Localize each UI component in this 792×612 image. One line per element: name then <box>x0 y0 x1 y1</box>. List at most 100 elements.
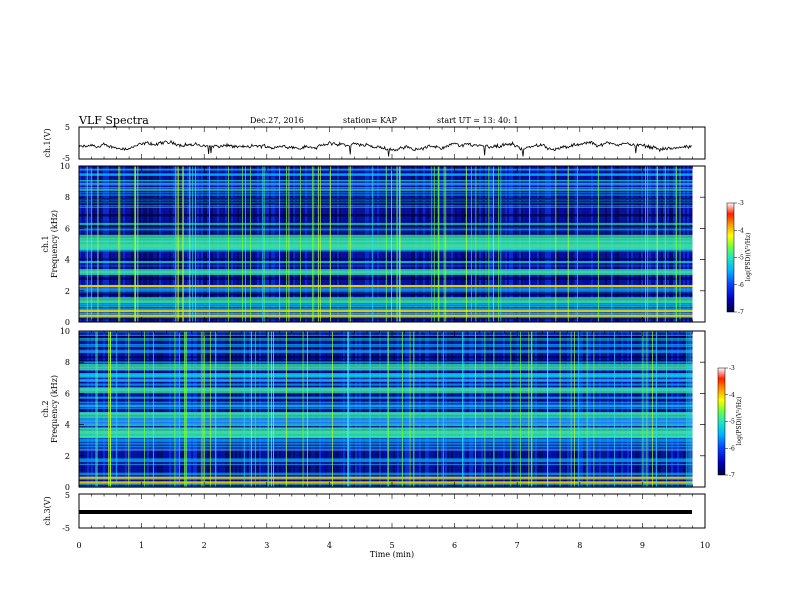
spectrogram-column <box>271 331 273 487</box>
spectrogram-column <box>431 331 433 487</box>
spectrogram-column <box>365 331 367 487</box>
spectrogram-column <box>221 331 223 487</box>
spectrogram-column <box>303 331 305 487</box>
station-label: station= KAP <box>343 116 398 125</box>
spectrogram-column <box>511 331 513 487</box>
spectrogram-column <box>197 331 199 487</box>
spectrogram-column <box>105 331 107 487</box>
spectrogram-column <box>585 331 587 487</box>
spectrogram-band-warm <box>79 412 693 419</box>
spectrogram-band <box>79 417 693 420</box>
spectrogram-column <box>443 331 445 487</box>
colorbar-tick-label: -4 <box>729 392 735 399</box>
spectrogram-column <box>449 331 451 487</box>
spectrogram-column <box>607 331 609 487</box>
spectrogram-column <box>353 331 355 487</box>
time-axis-label: Time (min) <box>370 550 414 559</box>
spectrogram-column <box>465 331 467 487</box>
spectrogram-column <box>551 331 553 487</box>
spectrogram-column <box>379 331 381 487</box>
spectrogram-band <box>79 397 693 399</box>
spectrogram-column <box>93 331 95 487</box>
spectrogram-column <box>343 331 345 487</box>
spectrogram-band <box>79 205 693 207</box>
ch1-colorbar-ticks: -3 -4 -5 -6 -7 <box>734 200 744 316</box>
spectrogram-column <box>673 331 675 487</box>
spectrogram-column <box>153 331 155 487</box>
spectrogram-column <box>561 331 563 487</box>
spectrogram-column <box>599 331 601 487</box>
spectrogram-column <box>99 331 101 487</box>
spectrogram-column <box>141 331 143 487</box>
spectrogram-band <box>79 439 693 443</box>
spectrogram-column <box>441 331 443 487</box>
spectrogram-band <box>79 239 693 242</box>
spectrogram-column <box>501 331 503 487</box>
spectrogram-column <box>487 331 489 487</box>
spectrogram-band <box>79 331 693 333</box>
spectrogram-column <box>201 331 203 487</box>
spectrogram-column <box>519 331 521 487</box>
spectrogram-column <box>467 331 469 487</box>
spectrogram-column <box>315 331 317 487</box>
spectrogram-column <box>375 331 377 487</box>
spectrogram-column <box>231 331 233 487</box>
spectrogram-column <box>417 331 419 487</box>
spectrogram-column <box>259 331 261 487</box>
ch2-spectrogram-yticks: 0 2 4 6 8 10 <box>60 327 705 492</box>
spectrogram-band-hot <box>79 481 693 484</box>
ch1-waveform-xticks <box>78 127 706 159</box>
spectrogram-band <box>79 287 693 290</box>
spectrogram-column <box>307 331 309 487</box>
spectrogram-column <box>667 331 669 487</box>
spectrogram-band <box>79 399 693 401</box>
spectrogram-band <box>79 182 693 185</box>
x-tick-label: 1 <box>139 541 144 550</box>
spectrogram-band <box>79 421 693 424</box>
spectrogram-column <box>249 331 251 487</box>
spectrogram-column <box>391 331 393 487</box>
spectrogram-column <box>609 331 611 487</box>
spectrogram-column <box>171 331 173 487</box>
spectrogram-column <box>435 331 437 487</box>
spectrogram-column <box>683 331 685 487</box>
spectrogram-column <box>509 331 511 487</box>
spectrogram-band <box>79 373 693 374</box>
spectrogram-column <box>507 331 509 487</box>
spectrogram-column <box>601 331 603 487</box>
spectrogram-column <box>385 331 387 487</box>
spectrogram-column <box>483 331 485 487</box>
spectrogram-column <box>173 331 175 487</box>
spectrogram-band-warm <box>79 269 693 276</box>
spectrogram-column <box>537 331 539 487</box>
spectrogram-column <box>611 331 613 487</box>
spectrogram-column <box>399 331 401 487</box>
spectrogram-column <box>539 331 541 487</box>
spectrogram-column <box>139 331 141 487</box>
spectrogram-column <box>571 331 573 487</box>
spectrogram-column <box>569 331 571 487</box>
spectrogram-column <box>403 331 405 487</box>
ch1-spectrogram-yticks: 0 2 4 6 8 10 <box>60 162 705 327</box>
colorbar-tick-label: -6 <box>729 445 735 452</box>
spectrogram-column <box>133 331 135 487</box>
spectrogram-column <box>649 331 651 487</box>
spectrogram-band <box>79 173 693 176</box>
spectrogram-column <box>451 331 453 487</box>
ch2-colorbar: -3 -4 -5 -6 -7 log(PSD)(V²/Hz) <box>717 365 743 479</box>
spectrogram-column <box>545 331 547 487</box>
spectrogram-column <box>193 331 195 487</box>
x-tick-label: 8 <box>577 541 582 550</box>
spectrogram-column <box>401 331 403 487</box>
spectrogram-column <box>277 331 279 487</box>
spectrogram-column <box>333 331 335 487</box>
spectrogram-band <box>79 294 693 296</box>
spectrogram-column <box>131 331 133 487</box>
spectrogram-column <box>647 331 649 487</box>
spectrogram-column <box>295 331 297 487</box>
ch1-ytick-top: 5 <box>65 123 70 132</box>
spectrogram-column <box>219 331 221 487</box>
spectrogram-band <box>79 404 693 408</box>
spectrogram-column <box>445 331 447 487</box>
